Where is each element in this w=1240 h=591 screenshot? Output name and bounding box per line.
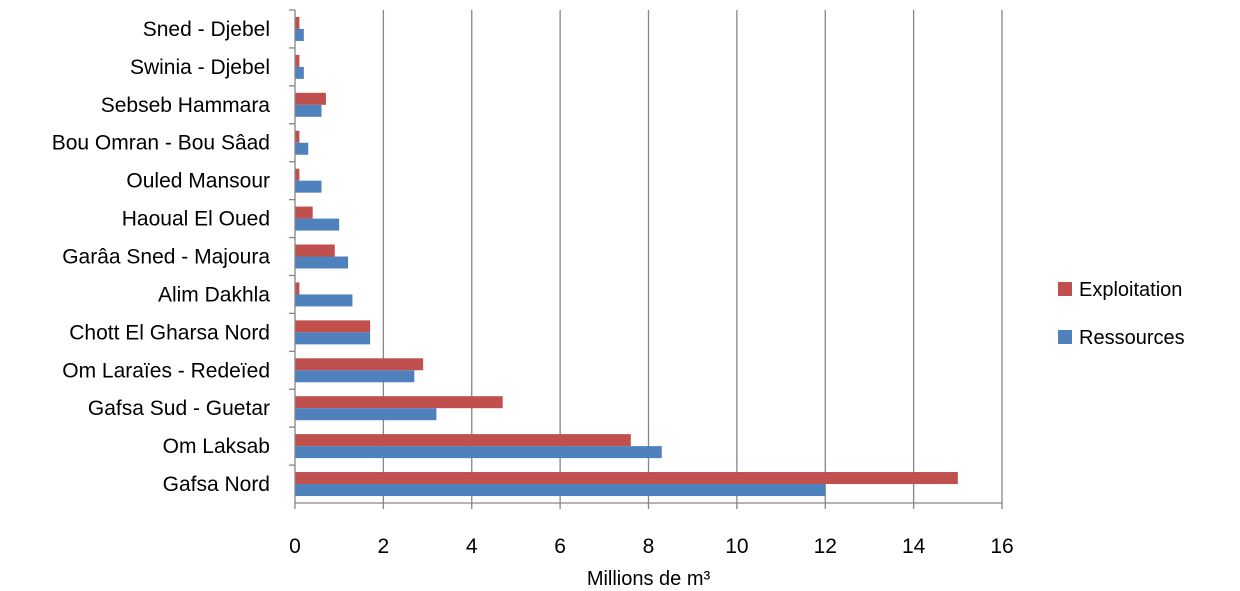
bar-ressources [295,66,304,79]
bar-exploitation [295,16,300,29]
category-label: Bou Omran - Bou Sâad [52,132,270,155]
bars [295,16,958,497]
category-label: Chott El Gharsa Nord [69,321,270,344]
x-tick-label: 4 [466,535,478,558]
x-axis-title: Millions de m³ [587,568,711,590]
bar-exploitation [295,92,326,105]
bar-exploitation [295,206,313,219]
category-labels: Gafsa Nord Om Laksab Gafsa Sud - Guetar Om … [52,18,271,496]
bar-ressources [295,446,662,459]
bar-ressources [295,408,437,421]
bar-exploitation [295,130,300,143]
category-label: Alim Dakhla [158,283,270,306]
bar-exploitation [295,320,371,333]
bar-exploitation [295,282,300,295]
x-tick-label: 14 [902,535,926,558]
bar-ressources [295,256,349,269]
bar-ressources [295,28,304,41]
category-label: Gafsa Nord [163,473,270,496]
bar-ressources [295,218,340,231]
bar-ressources [295,180,322,193]
bar-ressources [295,370,415,383]
bar-ressources [295,142,309,155]
legend-label: Exploitation [1079,279,1182,301]
bar-exploitation [295,244,335,257]
bar-ressources [295,294,353,307]
x-tick-label: 6 [554,535,566,558]
category-label: Gafsa Sud - Guetar [88,397,270,420]
bar-exploitation [295,54,300,67]
bar-exploitation [295,472,958,485]
category-label: Sned - Djebel [143,18,270,41]
gridlines [382,10,1003,503]
category-label: Sebseb Hammara [101,94,271,117]
category-label: Om Laraïes - Redeïed [62,359,270,382]
x-tick-label: 10 [725,535,748,558]
category-label: Garâa Sned - Majoura [62,246,270,269]
x-tick-label: 16 [990,535,1013,558]
category-label: Om Laksab [163,435,270,458]
category-label: Ouled Mansour [126,170,270,193]
x-tick-label: 8 [643,535,655,558]
bar-exploitation [295,396,503,409]
bar-ressources [295,484,826,497]
bar-ressources [295,332,371,345]
axes [289,9,1003,509]
x-tick-label: 12 [814,535,837,558]
bar-exploitation [295,168,300,181]
legend-swatch [1058,282,1072,296]
bar-exploitation [295,434,631,447]
bar-exploitation [295,358,424,371]
tick-labels: 0 2 4 6 8 10 12 14 16 [289,535,1014,558]
legend: Exploitation Ressources [1058,279,1185,349]
x-tick-label: 0 [289,535,301,558]
x-tick-label: 2 [378,535,390,558]
bar-ressources [295,104,322,117]
legend-swatch [1058,330,1072,344]
legend-label: Ressources [1079,327,1185,349]
category-label: Swinia - Djebel [130,56,270,79]
category-label: Haoual El Oued [122,208,270,231]
